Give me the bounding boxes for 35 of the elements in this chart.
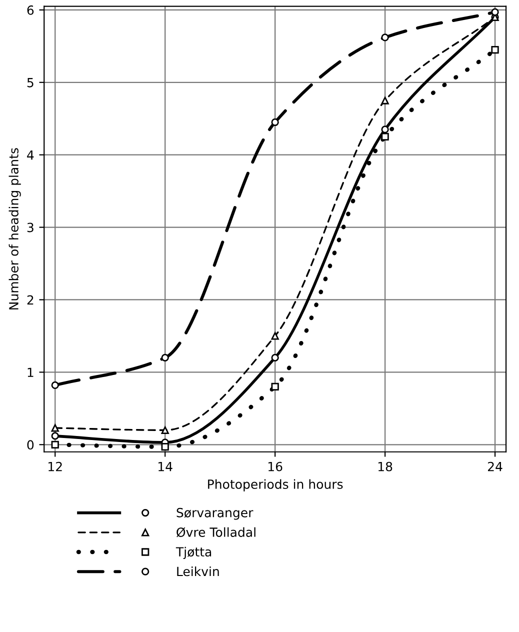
point [381,34,389,42]
y-tick-label: 2 [27,295,34,304]
x-tick-label: 14 [158,462,172,472]
legend-label: Tjøtta [176,546,212,559]
point [51,424,59,432]
point [51,440,59,448]
point [271,332,279,340]
legend-label: Leikvin [177,566,219,576]
y-tick-label: 5 [27,78,34,88]
point [381,96,389,104]
point [161,442,169,451]
point [51,381,59,390]
point [491,8,499,16]
x-tick-label: 16 [268,462,282,472]
y-tick-label: 6 [27,5,34,15]
point [271,382,279,390]
legend-label: Sørvaranger [176,508,254,520]
y-tick-label: 4 [27,150,34,160]
point [381,132,389,141]
point [271,354,279,362]
x-tick-label: 24 [488,462,502,472]
point [381,126,389,134]
y-tick-label: 3 [27,222,34,232]
point [51,432,59,440]
point [161,426,169,434]
y-axis-title: Number of heading plants [8,148,21,310]
y-tick-label: 1 [28,368,34,377]
x-tick-label: 18 [378,462,392,472]
legend-label: Øvre Tolladal [176,527,256,538]
point [491,46,499,54]
x-tick-label: 12 [48,462,62,472]
y-tick-label: 0 [27,440,34,450]
point [271,118,279,126]
x-axis-title: Photoperiods in hours [208,479,343,492]
point [161,354,169,362]
